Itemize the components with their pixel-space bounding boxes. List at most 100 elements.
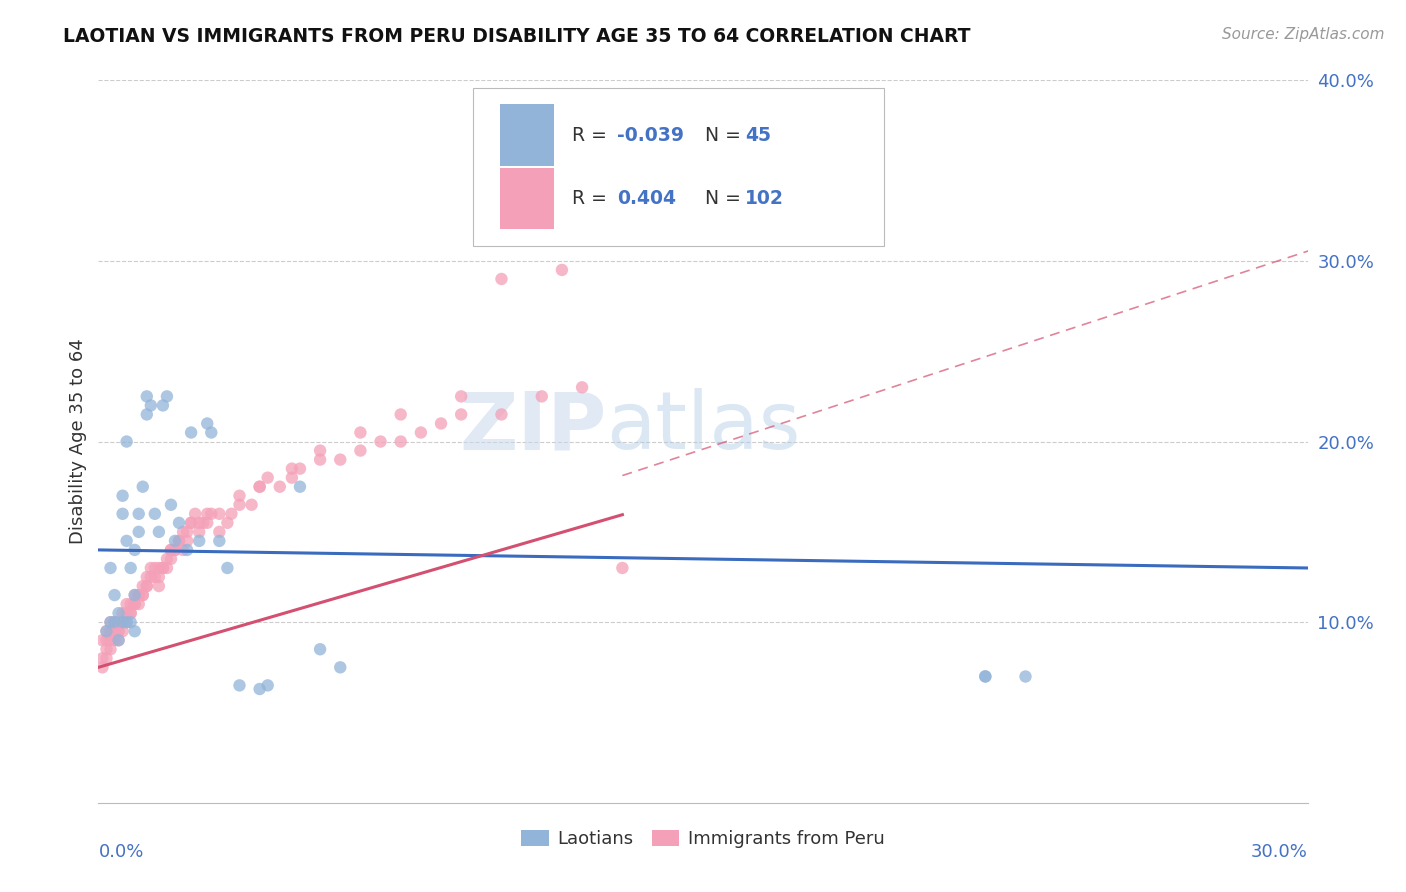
Point [228,678,250,692]
Text: R =: R = [572,126,613,145]
Point [249,480,271,494]
Point [195,507,218,521]
Point [135,579,157,593]
Point [217,516,239,530]
Point [309,642,332,657]
Point [281,471,304,485]
Point [176,533,198,548]
FancyBboxPatch shape [501,168,554,229]
Text: N =: N = [706,189,748,208]
Point [124,588,146,602]
Point [115,606,138,620]
Point [124,597,146,611]
Point [180,516,202,530]
Point [128,597,150,611]
Point [167,533,190,548]
Point [188,524,211,539]
Point [160,552,183,566]
Point [103,588,125,602]
Point [217,561,239,575]
Point [107,633,129,648]
Point [269,480,291,494]
Point [188,533,211,548]
Point [100,615,122,630]
Point [249,480,271,494]
Point [111,624,134,639]
Point [115,615,138,630]
Point [249,681,271,696]
Point [184,507,207,521]
FancyBboxPatch shape [501,104,554,166]
Point [309,452,332,467]
Point [124,588,146,602]
Point [124,542,146,557]
Text: N =: N = [706,126,748,145]
Point [132,588,155,602]
Text: R =: R = [572,189,619,208]
Text: 30.0%: 30.0% [1251,843,1308,861]
Text: Source: ZipAtlas.com: Source: ZipAtlas.com [1222,27,1385,42]
Point [100,642,122,657]
Point [107,633,129,648]
Point [160,542,183,557]
Point [329,452,352,467]
Point [160,498,183,512]
Point [111,507,134,521]
Point [491,272,513,286]
Point [389,434,412,449]
Point [551,263,574,277]
Point [450,389,472,403]
Point [176,542,198,557]
Point [172,524,194,539]
Point [100,624,122,639]
Point [309,443,332,458]
Point [111,489,134,503]
Point [228,489,250,503]
Point [208,533,231,548]
Point [100,633,122,648]
Point [180,425,202,440]
Point [349,443,371,458]
Point [107,606,129,620]
Point [143,507,166,521]
Point [974,669,997,683]
Point [163,533,186,548]
Point [200,425,222,440]
Text: ZIP: ZIP [458,388,606,467]
Point [281,461,304,475]
Point [96,651,118,665]
Point [100,615,122,630]
Point [107,624,129,639]
Point [139,561,162,575]
Point [96,633,118,648]
Point [124,624,146,639]
Point [115,615,138,630]
Point [132,579,155,593]
Point [96,642,118,657]
Point [120,615,142,630]
Text: atlas: atlas [606,388,800,467]
Point [256,678,278,692]
Point [139,398,162,412]
Point [132,588,155,602]
Point [163,542,186,557]
Point [152,561,174,575]
Point [115,434,138,449]
Point [172,542,194,557]
FancyBboxPatch shape [474,87,884,246]
Point [195,516,218,530]
Point [530,389,553,403]
Point [288,480,311,494]
Point [111,615,134,630]
Point [195,417,218,431]
Point [135,579,157,593]
Point [111,606,134,620]
Point [120,597,142,611]
Point [148,579,170,593]
Point [200,507,222,521]
Point [180,516,202,530]
Text: 45: 45 [745,126,772,145]
Point [152,398,174,412]
Point [349,425,371,440]
Text: -0.039: -0.039 [617,126,685,145]
